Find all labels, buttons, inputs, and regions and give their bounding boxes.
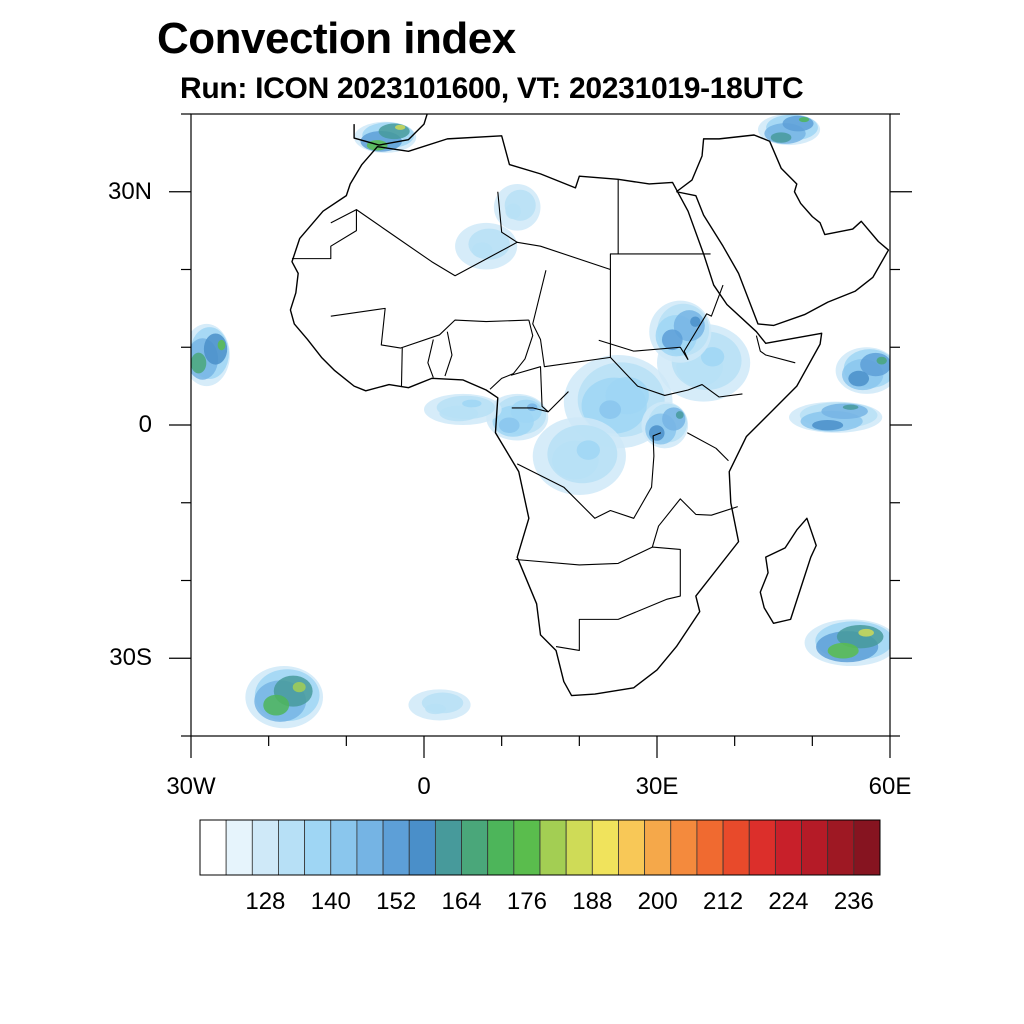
colorbar-swatch <box>801 819 829 876</box>
country-border <box>330 307 529 349</box>
colorbar-swatch <box>434 819 462 876</box>
colorbar-swatch <box>565 819 593 876</box>
country-border <box>532 269 611 368</box>
x-tick-label: 0 <box>417 773 431 800</box>
colorbar-swatch <box>722 819 750 876</box>
country-border <box>687 432 729 462</box>
colorbar-swatch <box>304 819 332 876</box>
country-border <box>427 339 434 378</box>
africa-coastline <box>289 135 823 697</box>
colorbar-label: 212 <box>703 888 744 915</box>
colorbar-swatch <box>644 819 672 876</box>
colorbar-swatch <box>827 819 855 876</box>
convection-area-morocco <box>354 121 417 153</box>
y-tick-label: 30S <box>109 644 152 672</box>
colorbar-label: 128 <box>245 888 286 915</box>
colorbar-swatch <box>539 819 567 876</box>
country-border <box>683 284 724 360</box>
convection-area-indian-ocean-ne <box>835 347 890 394</box>
convection-area-congo-basin <box>532 417 626 495</box>
convection-area-south-atlantic <box>245 666 324 729</box>
map-subtitle: Run: ICON 2023101600, VT: 20231019-18UTC <box>180 72 804 105</box>
colorbar-swatch <box>487 819 515 876</box>
colorbar-swatch <box>278 819 306 876</box>
colorbar-swatch <box>696 819 724 876</box>
colorbar-swatch <box>356 819 384 876</box>
map-title: Convection index <box>157 14 516 63</box>
colorbar-swatch <box>853 819 881 876</box>
x-tick-label: 30W <box>166 773 216 800</box>
colorbar-swatch <box>670 819 698 876</box>
colorbar-label: 224 <box>768 888 809 915</box>
colorbar-swatch <box>382 819 410 876</box>
country-border <box>444 331 453 377</box>
country-border <box>510 366 549 413</box>
country-border <box>497 191 518 243</box>
colorbar-swatch <box>748 819 776 876</box>
convection-area-madagascar-east <box>804 619 890 667</box>
convection-area-west-atlantic <box>191 323 230 387</box>
convection-area-gabon-coast <box>486 393 549 441</box>
colorbar-swatch <box>199 819 227 876</box>
colorbar-swatch <box>251 819 279 876</box>
country-border <box>610 356 743 398</box>
convection-area-turkey-east <box>757 114 821 146</box>
iberia-coastline <box>353 114 428 146</box>
country-border <box>515 546 681 652</box>
country-border <box>291 209 357 260</box>
madagascar-coastline <box>759 517 817 624</box>
colorbar-label: 176 <box>506 888 547 915</box>
colorbar-swatch <box>408 819 436 876</box>
x-tick-label: 60E <box>868 773 912 800</box>
convection-area-indian-ocean-east <box>789 401 883 433</box>
colorbar-swatch <box>330 819 358 876</box>
country-border <box>651 498 738 548</box>
convection-area-lake-victoria <box>641 401 689 449</box>
convection-area-sahara-east <box>455 222 518 270</box>
country-border <box>598 339 689 360</box>
country-border <box>356 209 711 277</box>
y-tick-label: 0 <box>138 411 152 438</box>
colorbar-label: 152 <box>376 888 417 915</box>
arabia-coastline <box>675 134 890 327</box>
colorbar-swatch <box>618 819 646 876</box>
colorbar-swatch <box>513 819 541 876</box>
colorbar-swatch <box>774 819 802 876</box>
colorbar-label: 236 <box>833 888 874 915</box>
colorbar-swatch <box>225 819 253 876</box>
colorbar-label: 188 <box>572 888 613 915</box>
convection-area-south-sudan-ridge <box>649 300 712 363</box>
colorbar-swatch <box>461 819 489 876</box>
colorbar-label: 200 <box>637 888 678 915</box>
y-tick-label: 30N <box>107 177 152 205</box>
x-tick-label: 30E <box>635 773 679 800</box>
country-border <box>489 319 534 390</box>
country-border <box>511 391 569 413</box>
colorbar-frame <box>199 819 881 876</box>
country-border <box>516 432 662 519</box>
country-border <box>755 335 796 364</box>
colorbar-label: 140 <box>310 888 351 915</box>
country-border <box>400 348 403 387</box>
colorbar-swatch <box>591 819 619 876</box>
convection-area-south-atlantic-mid <box>408 689 471 721</box>
colorbar-label: 164 <box>441 888 482 915</box>
convection-area-gulf-of-guinea <box>424 393 502 426</box>
convection-area-libya <box>493 183 541 231</box>
